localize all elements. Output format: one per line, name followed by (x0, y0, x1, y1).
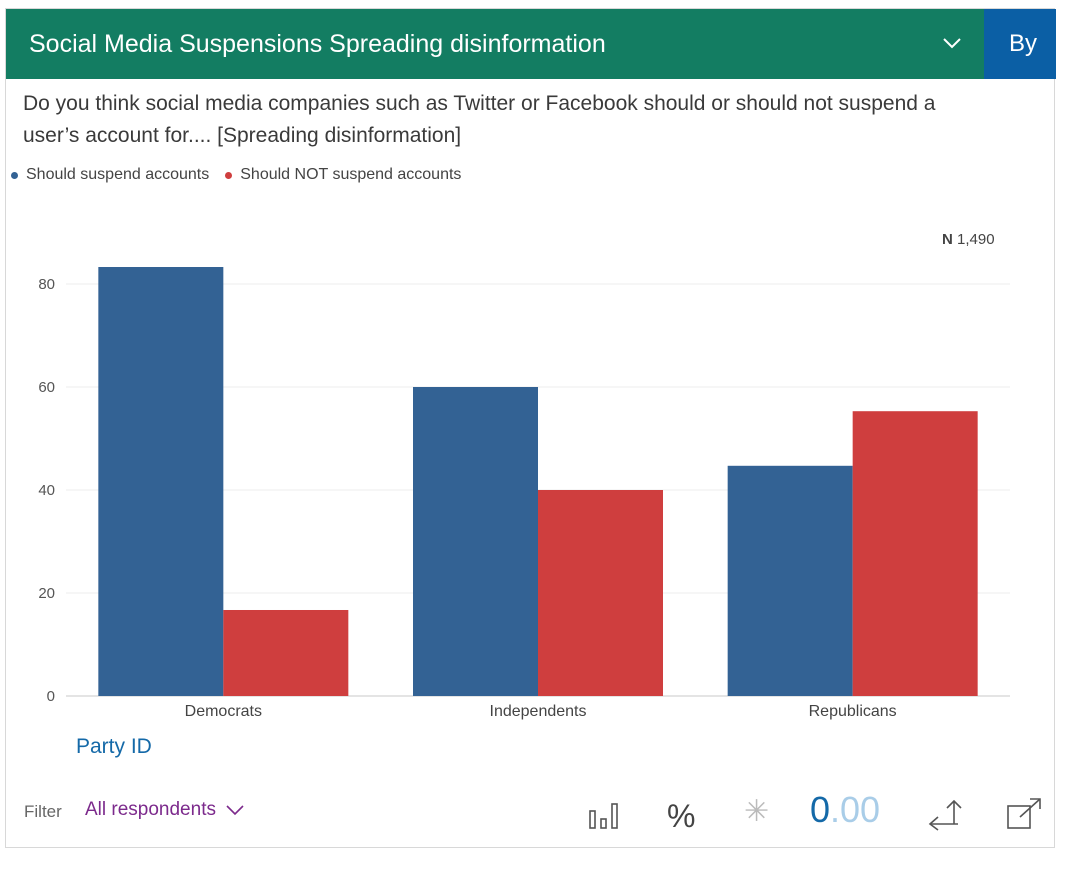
chevron-down-icon[interactable] (942, 33, 962, 53)
x-tick-label: Democrats (185, 703, 262, 720)
x-tick-label: Republicans (809, 703, 897, 720)
percent-toggle[interactable]: % (667, 798, 696, 834)
y-tick-label: 40 (38, 482, 55, 499)
y-tick-label: 60 (38, 379, 55, 396)
legend-item-not-suspend[interactable]: Should NOT suspend accounts (225, 166, 461, 184)
bar-suspend[interactable] (727, 465, 853, 696)
sample-size-value: 1,490 (957, 231, 995, 248)
y-tick-label: 0 (47, 688, 55, 705)
decimals-toggle[interactable]: 0.00 (810, 789, 880, 831)
decimals-rest: .00 (830, 789, 881, 830)
legend-item-suspend[interactable]: Should suspend accounts (11, 166, 209, 184)
sample-size: N 1,490 (942, 231, 995, 248)
filter-dropdown[interactable]: All respondents (85, 799, 244, 821)
question-text: Do you think social media companies such… (23, 92, 936, 147)
x-tick-label: Independents (490, 703, 587, 720)
y-tick-label: 80 (38, 276, 55, 293)
x-axis-title[interactable]: Party ID (76, 735, 152, 758)
sample-size-prefix: N (942, 231, 953, 248)
bar-suspend[interactable] (413, 387, 538, 696)
legend-label-not-suspend: Should NOT suspend accounts (240, 166, 462, 183)
y-tick-label: 20 (38, 585, 55, 602)
bar-chart-icon[interactable] (588, 801, 620, 831)
chart-legend: Should suspend accounts Should NOT suspe… (11, 166, 461, 184)
chevron-down-icon (226, 805, 244, 816)
bar-not-suspend[interactable] (538, 490, 663, 696)
by-button[interactable]: By (984, 9, 1056, 79)
legend-label-suspend: Should suspend accounts (26, 166, 210, 183)
filter-value: All respondents (85, 799, 216, 820)
bar-suspend[interactable] (98, 267, 224, 696)
bar-not-suspend[interactable] (223, 609, 349, 696)
card-title: Social Media Suspensions Spreading disin… (29, 30, 606, 58)
legend-dot-suspend (11, 171, 18, 179)
bar-not-suspend[interactable] (852, 411, 978, 696)
popout-icon[interactable] (1006, 797, 1044, 831)
filter-label: Filter (24, 802, 62, 821)
asterisk-icon[interactable]: ✳ (744, 795, 770, 828)
decimals-main: 0 (810, 789, 831, 830)
legend-dot-not-suspend (225, 171, 233, 179)
swap-axes-icon[interactable] (928, 798, 964, 832)
card-header: Social Media Suspensions Spreading disin… (6, 9, 1054, 79)
